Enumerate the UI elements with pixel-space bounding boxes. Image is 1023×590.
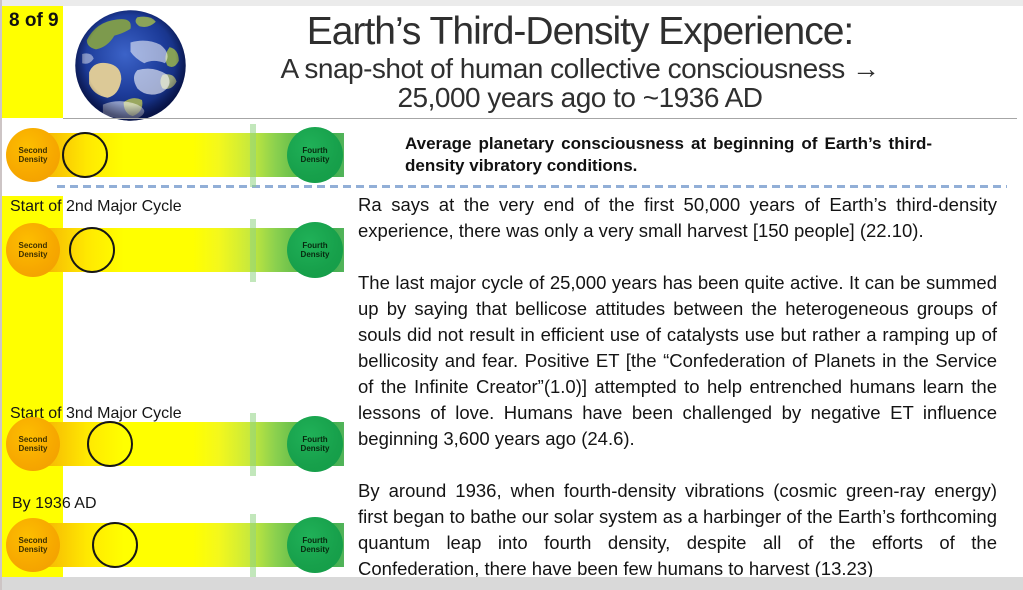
green-threshold-line xyxy=(250,514,256,577)
second-density-circle: Second Density xyxy=(6,417,60,471)
page-title: Earth’s Third-Density Experience: xyxy=(306,10,854,53)
body-text-block: Ra says at the very end of the first 50,… xyxy=(358,192,997,577)
fourth-density-circle: Fourth Density xyxy=(287,127,343,183)
window-left-strip xyxy=(0,0,2,590)
label-start-3rd-major-cycle: Start of 3nd Major Cycle xyxy=(10,405,182,422)
second-density-label: Second Density xyxy=(18,434,48,454)
green-threshold-line xyxy=(250,219,256,282)
consciousness-marker-circle xyxy=(87,421,133,467)
second-density-label: Second Density xyxy=(18,240,48,260)
green-threshold-line xyxy=(250,413,256,476)
density-timeline-row-3: Second Density Fourth Density xyxy=(4,409,359,479)
density-timeline-row-4: Second Density Fourth Density xyxy=(4,510,359,577)
density-timeline-row-1: Second Density Fourth Density xyxy=(4,120,359,190)
page-subtitle-line2: 25,000 years ago to ~1936 AD xyxy=(397,82,763,113)
slide-canvas: 8 of 9 xyxy=(2,6,1023,577)
page-subtitle-line1: A snap-shot of human collective consciou… xyxy=(280,53,880,84)
fourth-density-circle: Fourth Density xyxy=(287,416,343,472)
fourth-density-circle: Fourth Density xyxy=(287,222,343,278)
body-paragraph-2: The last major cycle of 25,000 years has… xyxy=(358,272,997,449)
consciousness-marker-circle xyxy=(62,132,108,178)
second-density-label: Second Density xyxy=(18,535,48,555)
earth-image xyxy=(75,10,186,121)
second-density-circle: Second Density xyxy=(6,518,60,572)
page-indicator: 8 of 9 xyxy=(9,10,59,31)
consciousness-marker-circle xyxy=(92,522,138,568)
average-consciousness-caption: Average planetary consciousness at begin… xyxy=(405,134,932,175)
green-threshold-line xyxy=(250,124,256,187)
body-paragraph-3: By around 1936, when fourth-density vibr… xyxy=(358,480,997,577)
second-density-label: Second Density xyxy=(18,145,48,165)
fourth-density-circle: Fourth Density xyxy=(287,517,343,573)
fourth-density-label: Fourth Density xyxy=(300,434,330,454)
label-start-2nd-major-cycle: Start of 2nd Major Cycle xyxy=(10,198,182,215)
fourth-density-label: Fourth Density xyxy=(300,240,330,260)
dashed-separator-line xyxy=(57,185,1007,188)
body-paragraph-1: Ra says at the very end of the first 50,… xyxy=(358,194,997,241)
yellow-side-strip xyxy=(2,6,63,577)
title-block: Earth’s Third-Density Experience: A snap… xyxy=(145,10,1015,112)
second-density-circle: Second Density xyxy=(6,128,60,182)
fourth-density-label: Fourth Density xyxy=(300,535,330,555)
second-density-circle: Second Density xyxy=(6,223,60,277)
label-by-1936-ad: By 1936 AD xyxy=(12,495,97,512)
fourth-density-label: Fourth Density xyxy=(300,145,330,165)
density-timeline-row-2: Second Density Fourth Density xyxy=(4,215,359,285)
window-top-strip xyxy=(0,0,1023,6)
consciousness-marker-circle xyxy=(69,227,115,273)
header-divider-line xyxy=(63,118,1017,119)
